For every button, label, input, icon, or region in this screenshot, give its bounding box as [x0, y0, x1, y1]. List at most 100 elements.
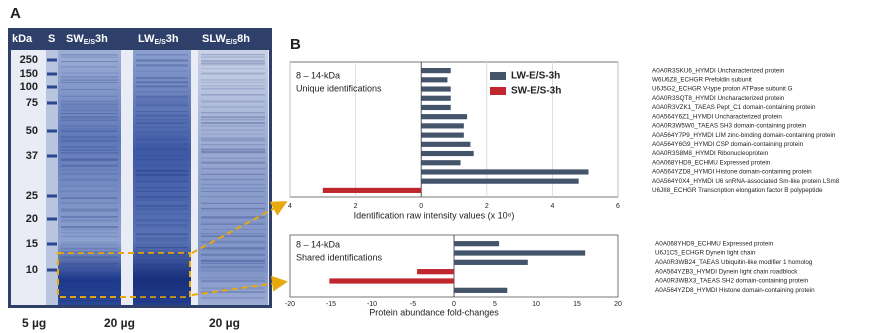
bar: [421, 133, 464, 138]
gel-band: [201, 88, 265, 89]
gel-band: [136, 233, 188, 235]
gel-band: [201, 291, 265, 293]
gel-band: [201, 179, 265, 181]
category-label: U6J1C5_ECHGR Dynein light chain: [655, 250, 756, 257]
gel-band: [136, 295, 188, 297]
category-label: A0A564Y7P9_HYMDI LIM zinc-binding domain…: [652, 132, 836, 139]
gel-band: [61, 116, 118, 118]
gel-band: [61, 208, 118, 210]
gel-band: [201, 101, 265, 103]
gel-band: [201, 73, 265, 75]
gel-band: [136, 86, 188, 88]
lane-header: S: [48, 33, 55, 45]
category-label: W6U6Z8_ECHGR Prefoldin subunit: [652, 76, 752, 83]
gel-band: [136, 165, 188, 167]
gel-band: [61, 76, 118, 77]
gel-band: [136, 159, 188, 160]
gel-band: [61, 89, 118, 90]
legend-swatch: [490, 87, 506, 95]
x-tick-label: -20: [285, 301, 295, 308]
gel-band: [136, 240, 188, 242]
gel-band: [61, 219, 118, 221]
gel-band: [201, 82, 265, 83]
gel-band: [136, 91, 188, 92]
gel-band: [136, 70, 188, 72]
gel-band: [61, 107, 118, 109]
bar: [421, 77, 447, 82]
gel-band: [61, 61, 118, 62]
gel-band: [201, 112, 265, 113]
lane-subscript: E/S: [155, 39, 167, 46]
gel-band: [201, 60, 265, 62]
gel-band: [61, 103, 118, 105]
legend-swatch: [490, 72, 506, 80]
gel-band: [201, 196, 265, 197]
gel-band: [61, 210, 118, 211]
gel-lane: [133, 50, 191, 305]
legend-label: LW-E/S-3h: [511, 71, 560, 82]
category-label: A0A0R3SKU6_HYMDI Uncharacterized protein: [652, 67, 785, 74]
ladder-band: [47, 155, 57, 158]
gel-band: [201, 94, 265, 96]
marker-label: 100: [20, 81, 38, 93]
gel-band: [201, 254, 265, 256]
gel-band: [201, 208, 265, 209]
gel-band: [61, 226, 118, 228]
gel-band: [61, 190, 118, 192]
gel-band: [61, 216, 118, 218]
gel-band: [61, 263, 118, 265]
gel-band: [136, 209, 188, 210]
x-axis-label: Protein abundance fold-changes: [369, 307, 499, 317]
gel-band: [61, 275, 118, 276]
gel-band: [136, 191, 188, 192]
gel-band: [136, 269, 188, 271]
gel-band: [61, 109, 118, 111]
x-tick-label: 2: [354, 203, 358, 210]
gel-band: [201, 137, 265, 139]
gel-band: [61, 236, 118, 237]
gel-band: [136, 98, 188, 100]
gel-band: [201, 63, 265, 65]
bar: [421, 169, 588, 174]
gel-band: [136, 255, 188, 257]
gel-band: [61, 170, 118, 171]
gel-band: [201, 168, 265, 169]
marker-label: 10: [26, 264, 38, 276]
gel-band: [136, 147, 188, 148]
category-label: A0A068YHD9_ECHMU Expressed protein: [652, 159, 771, 166]
gel-band: [136, 156, 188, 157]
gel-band: [201, 203, 265, 204]
gel-band: [136, 264, 188, 266]
gel-band: [136, 138, 188, 140]
gel-band: [61, 300, 118, 302]
x-tick-label: 15: [573, 301, 581, 308]
chart-title: 8 – 14-kDa: [296, 239, 340, 249]
ladder-band: [47, 59, 57, 62]
bar: [421, 105, 451, 110]
gel-band: [61, 82, 118, 83]
lane-name: SW: [66, 33, 84, 45]
legend-label: SW-E/S-3h: [511, 86, 561, 97]
gel-band: [201, 158, 265, 159]
gel-band: [136, 301, 188, 303]
gel-band: [201, 116, 265, 118]
marker-label: 250: [20, 54, 38, 66]
ladder-band: [47, 73, 57, 76]
ladder-band: [47, 86, 57, 89]
x-tick-label: 0: [419, 203, 423, 210]
gel-band: [201, 270, 265, 271]
lane-name: LW: [138, 33, 155, 45]
gel-band: [201, 106, 265, 108]
gel-band: [61, 256, 118, 258]
bar: [421, 151, 473, 156]
gel-band: [201, 161, 265, 163]
category-label: A0A564Y6Z1_HYMDI Uncharacterized protein: [652, 113, 782, 120]
gel-band: [201, 233, 265, 234]
gel-band: [136, 213, 188, 214]
gel-band: [201, 249, 265, 250]
bar: [454, 288, 507, 293]
gel-band: [201, 235, 265, 237]
gel-band: [61, 221, 118, 222]
gel-band: [201, 222, 265, 224]
